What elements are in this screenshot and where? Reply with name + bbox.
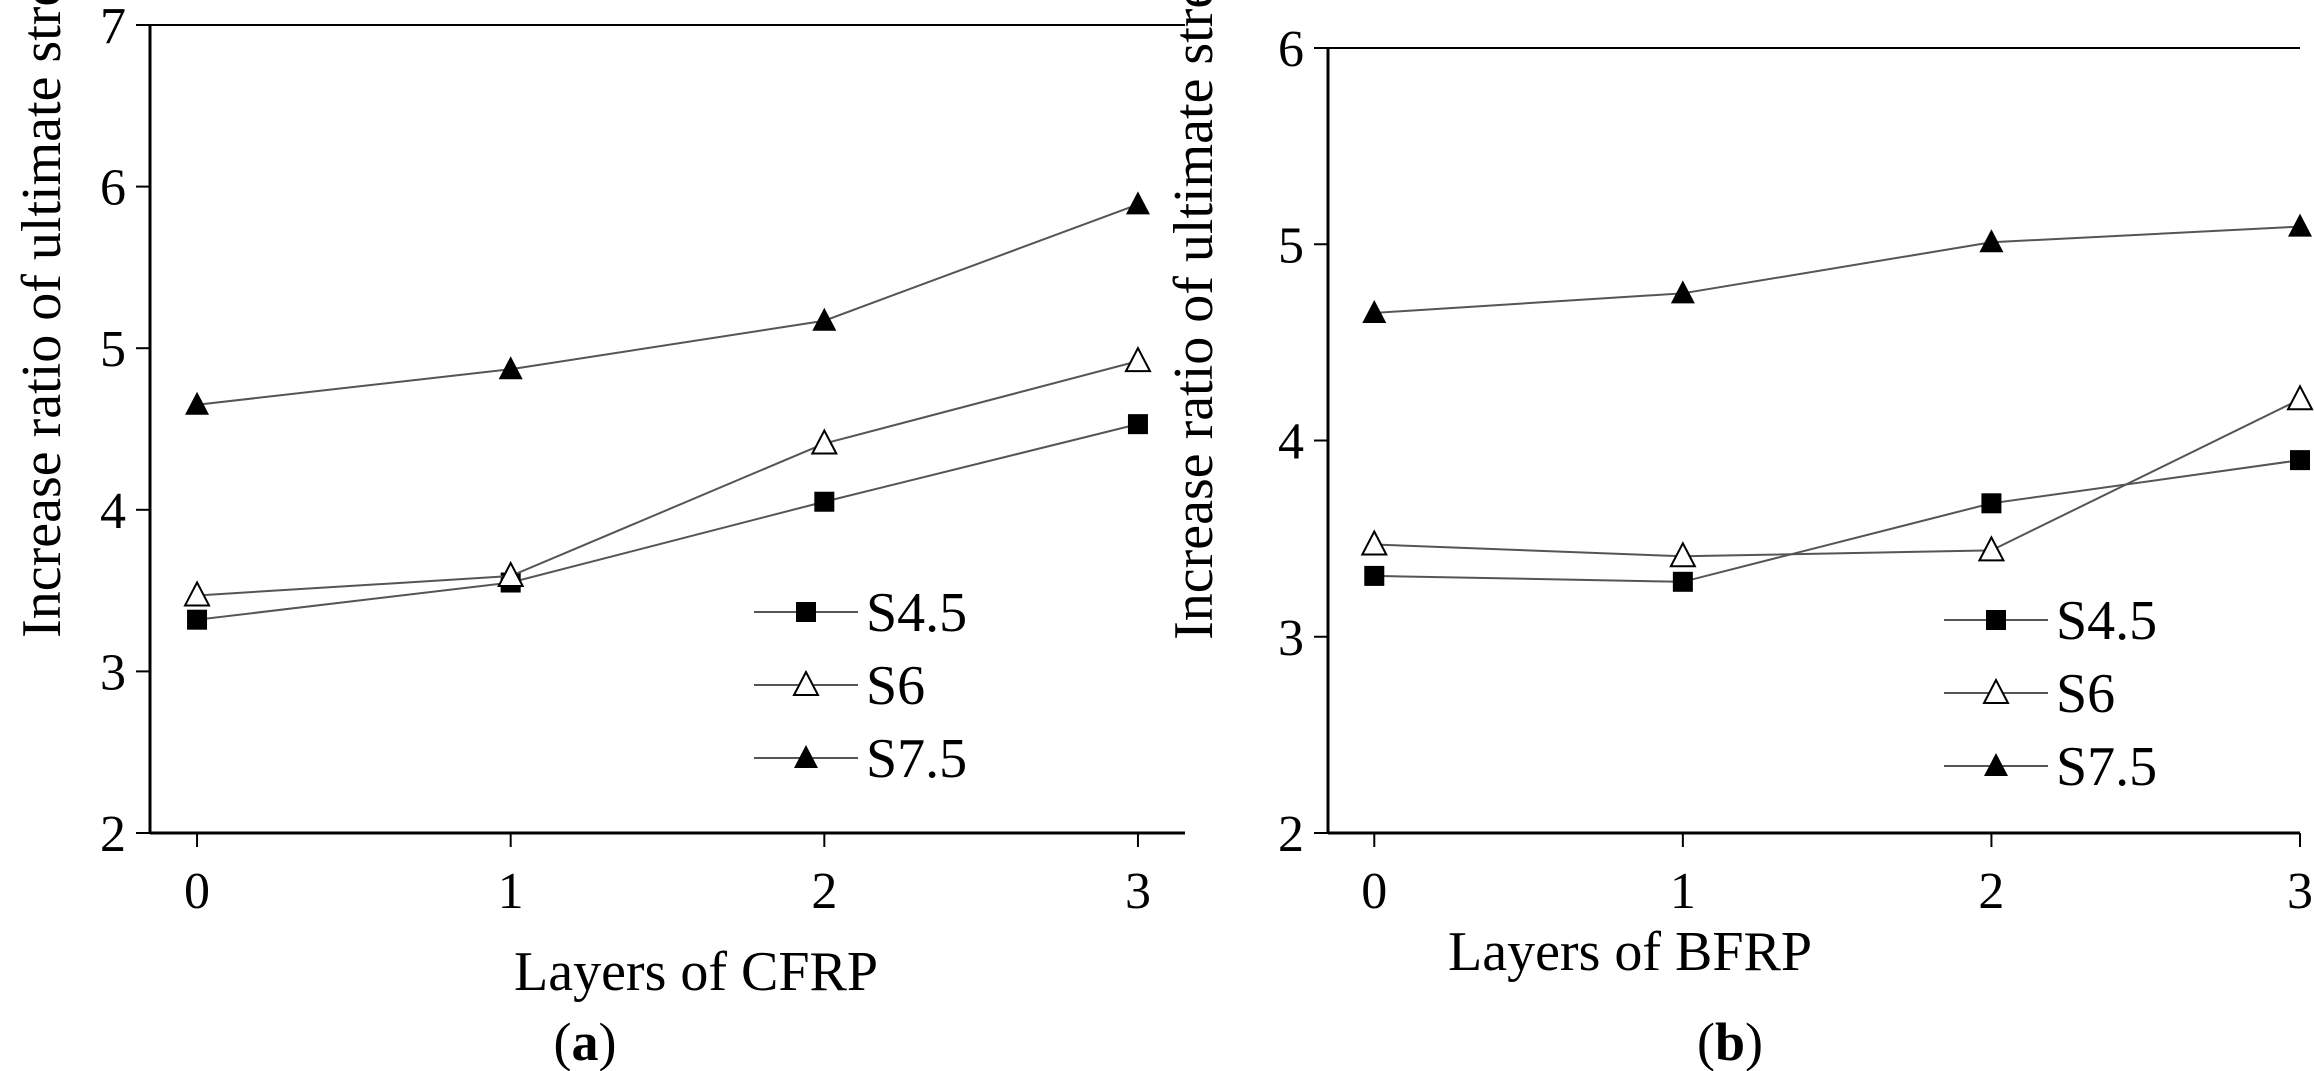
chart-a-y-tick-label: 6 [100, 160, 126, 217]
chart-a-y-tick-label: 2 [100, 806, 126, 863]
chart-b-legend-label: S6 [2056, 663, 2115, 725]
chart-b-y-tick-label: 2 [1278, 806, 1304, 863]
chart-b: 2 3 4 5 6 0 1 2 3 S4.5 S6 S7.5 Layers of BFRP Incr… [1163, 0, 2314, 1071]
chart-b-y-tick-label: 5 [1278, 217, 1304, 274]
chart-a-series-S6-line [196, 360, 1139, 597]
chart-a-series-S7.5-point [185, 391, 210, 415]
chart-b-legend-label: S4.5 [2056, 590, 2157, 652]
chart-a-panel-label: (a) [554, 1012, 617, 1071]
chart-b-panel-label: (b) [1697, 1012, 1763, 1071]
chart-a-legend-label: S6 [866, 655, 925, 717]
chart-a-series-S7.5-point [1125, 191, 1150, 215]
chart-b-series-S4.5-line [1374, 459, 2301, 583]
chart-b-series-S7.5-line [1374, 225, 2301, 314]
chart-b-x-axis-title: Layers of BFRP [1448, 921, 1812, 983]
chart-b-x-tick-label: 3 [2287, 863, 2313, 920]
chart-a-series-S4.5-line [196, 423, 1139, 621]
chart-b-series-S6-point [1669, 541, 1697, 568]
chart-a-series-S7.5-line [196, 203, 1139, 406]
chart-a-x-tick-label: 3 [1125, 863, 1151, 920]
chart-b-x-tick-label: 1 [1670, 863, 1696, 920]
chart-a-y-tick-label: 3 [100, 644, 126, 701]
chart-b-y-tick-label: 6 [1278, 21, 1304, 78]
chart-a-series-S6-point [1124, 345, 1152, 373]
chart-a-plot-area [183, 191, 1152, 630]
chart-b-series-S6-line [1374, 398, 2301, 558]
chart-b-x-tick-label: 2 [1978, 863, 2004, 920]
chart-b-series-S7.5-point [1362, 299, 1387, 323]
chart-a-y-tick-label: 5 [100, 321, 126, 378]
chart-a-series-S4.5-point [187, 609, 208, 630]
chart-a-y-tick-label: 4 [100, 483, 126, 540]
chart-a-legend-marker [792, 669, 820, 696]
chart-b-series-S4.5-point [1364, 565, 1385, 586]
chart-b-legend-marker [1984, 753, 2008, 776]
chart-b-y-tick-label: 4 [1278, 414, 1304, 471]
chart-a-legend-label: S4.5 [866, 582, 967, 644]
chart-a: 2 3 4 5 6 7 0 1 2 3 S4.5 S6 S7.5 Layers of CFRP Inc… [11, 0, 1185, 1071]
chart-b-legend-label: S7.5 [2056, 736, 2157, 798]
chart-b-series-S6-point [1360, 529, 1388, 556]
chart-a-x-tick-label: 0 [184, 863, 210, 920]
chart-a-series-S4.5-point [1127, 414, 1148, 435]
chart-a-series-S6-point [810, 428, 838, 455]
chart-a-y-axis-title: Increase ratio of ultimate stress [11, 0, 73, 638]
chart-b-legend: S4.5 S6 S7.5 [1944, 590, 2157, 798]
chart-a-series-S4.5-point [814, 491, 835, 512]
chart-b-series-S6-point [1977, 535, 2006, 562]
chart-a-series-S7.5-point [812, 307, 837, 331]
chart-b-series-S4.5-point [1981, 493, 2002, 514]
chart-a-y-tick-label: 7 [100, 0, 126, 55]
chart-a-x-tick-label: 1 [498, 863, 524, 920]
chart-b-legend-marker [1986, 610, 2006, 630]
chart-a-legend: S4.5 S6 S7.5 [754, 582, 967, 790]
chart-a-legend-marker [794, 745, 818, 768]
chart-b-series-S7.5-point [1979, 229, 2004, 253]
chart-b-axes-frame: 2 3 4 5 6 0 1 2 3 [1278, 21, 2313, 920]
chart-b-series-S7.5-point [2288, 213, 2312, 237]
chart-b-y-axis-title: Increase ratio of ultimate stress [1163, 0, 1225, 640]
chart-a-x-tick-label: 2 [811, 863, 837, 920]
chart-a-legend-label: S7.5 [866, 728, 967, 790]
chart-b-x-tick-label: 0 [1361, 863, 1387, 920]
chart-b-y-tick-label: 3 [1278, 610, 1304, 667]
chart-a-series-S6-point [183, 580, 211, 607]
chart-b-series-S4.5-point [2290, 450, 2310, 471]
chart-a-axes-frame: 2 3 4 5 6 7 0 1 2 3 [100, 0, 1185, 920]
chart-a-legend-marker [796, 602, 816, 622]
chart-b-series-S4.5-point [1672, 571, 1693, 592]
chart-a-series-S6-point [497, 560, 525, 588]
chart-a-series-S7.5-point [498, 356, 523, 380]
chart-b-legend-marker [1982, 677, 2010, 704]
chart-b-series-S7.5-point [1670, 280, 1695, 304]
chart-a-x-axis-title: Layers of CFRP [514, 941, 878, 1003]
chart-b-plot-area [1360, 213, 2314, 592]
chart-b-series-S6-point [2286, 384, 2314, 411]
